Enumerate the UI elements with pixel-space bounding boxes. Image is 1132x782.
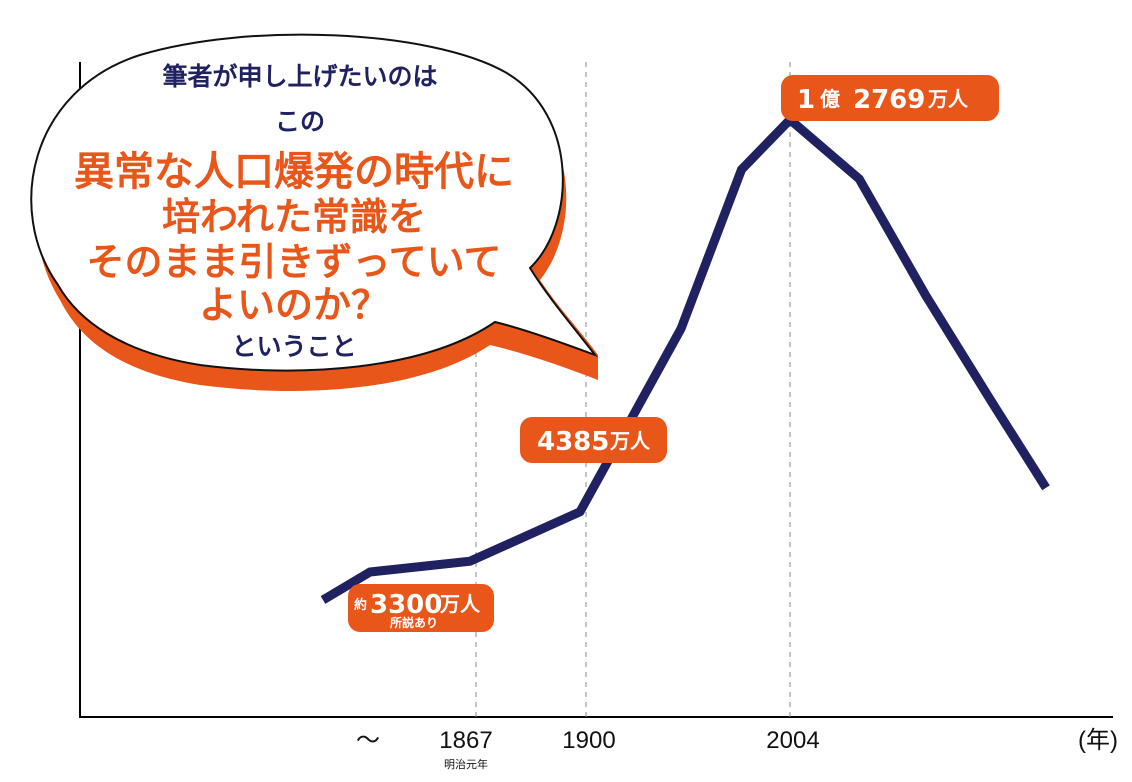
bubble-line-2: この bbox=[275, 107, 325, 136]
label-2004-oku: 億 bbox=[820, 87, 840, 111]
bubble-body bbox=[30, 33, 598, 372]
x-axis-unit: (年) bbox=[1078, 727, 1118, 754]
x-tick-2004: 2004 bbox=[766, 727, 819, 754]
label-1900-unit: 万人 bbox=[609, 429, 651, 453]
data-label-2004: 1 億 2769 万人 bbox=[781, 75, 999, 121]
x-tick-1867: 1867 bbox=[439, 727, 492, 754]
label-2004-value: 2769 bbox=[853, 85, 925, 115]
x-tick-1900: 1900 bbox=[562, 727, 615, 754]
label-1867-value: 3300 bbox=[370, 590, 442, 620]
x-tick-1867-sub: 明治元年 bbox=[444, 757, 488, 771]
label-1867-unit: 万人 bbox=[439, 592, 481, 616]
label-1867-prefix: 約 bbox=[354, 597, 367, 613]
bubble-line-1: 筆者が申し上げたいのは bbox=[162, 62, 437, 91]
bubble-line-6: よいのか？ bbox=[199, 283, 389, 327]
x-tick-tilde: 〜 bbox=[356, 727, 380, 754]
bubble-line-5: そのまま引きずっていて bbox=[87, 240, 502, 284]
label-1867-note: 所説あり bbox=[390, 615, 438, 630]
data-label-1900: 4385 万人 bbox=[520, 417, 667, 463]
bubble-line-7: ということ bbox=[231, 332, 356, 361]
bubble-line-4: 培われた常識を bbox=[162, 195, 426, 239]
label-1900-value: 4385 bbox=[537, 427, 609, 457]
label-2004-prefix: 1 bbox=[797, 85, 815, 115]
data-label-1867: 約 3300 万人 所説あり bbox=[348, 584, 494, 632]
bubble-line-3: 異常な人口爆発の時代に bbox=[74, 149, 514, 195]
label-2004-unit: 万人 bbox=[927, 87, 969, 111]
population-series-line bbox=[320, 113, 1050, 604]
speech-bubble bbox=[30, 33, 598, 391]
